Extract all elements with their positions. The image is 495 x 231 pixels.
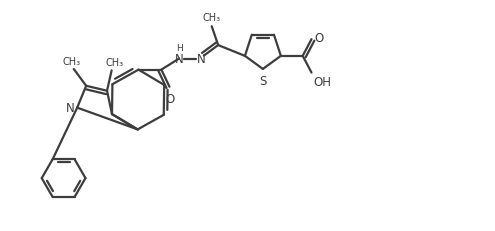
Text: CH₃: CH₃ [62, 57, 80, 67]
Text: OH: OH [313, 75, 332, 88]
Text: H: H [176, 44, 183, 53]
Text: S: S [259, 75, 267, 88]
Text: N: N [66, 102, 75, 115]
Text: O: O [165, 92, 175, 105]
Text: CH₃: CH₃ [105, 58, 123, 68]
Text: N: N [175, 53, 184, 66]
Text: O: O [314, 31, 323, 45]
Text: CH₃: CH₃ [202, 13, 221, 23]
Text: N: N [197, 53, 205, 66]
